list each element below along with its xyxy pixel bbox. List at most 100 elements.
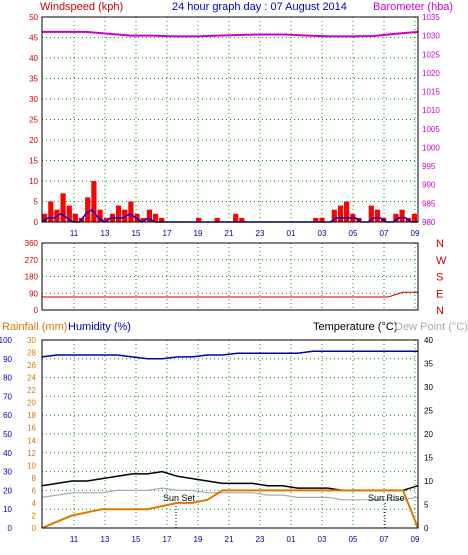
humidity-line: [41, 350, 418, 360]
windspeed-bar: [159, 217, 165, 222]
compass-label: S: [436, 272, 443, 284]
windspeed-bar: [214, 217, 220, 222]
chart-title: 24 hour graph day : 07 August 2014: [172, 1, 347, 13]
x-tick-label: 23: [256, 229, 265, 238]
temperature-axis-title: Temperature (°C): [313, 321, 397, 333]
compass-label: W: [436, 255, 447, 267]
windspeed-tick-label: 50: [29, 13, 38, 22]
rainfall-tick-label: 28: [27, 349, 36, 358]
temperature-line: [41, 470, 419, 492]
x-tick-label: 07: [380, 535, 389, 544]
windspeed-bar: [239, 217, 245, 222]
windspeed-tick-label: 35: [29, 75, 38, 84]
windspeed-tick-label: 30: [29, 95, 38, 104]
windspeed-tick-label: 40: [29, 54, 38, 63]
x-tick-label: 19: [194, 535, 203, 544]
windspeed-bar: [42, 213, 48, 222]
rainfall-tick-label: 20: [27, 399, 36, 408]
direction-tick-label: 90: [29, 289, 38, 298]
barometer-tick-label: 1030: [422, 32, 440, 41]
windspeed-bar: [128, 201, 134, 222]
x-tick-label: 09: [411, 229, 420, 238]
windspeed-bar: [97, 209, 103, 222]
windspeed-tick-label: 15: [29, 157, 38, 166]
barometer-tick-label: 1020: [422, 69, 440, 78]
x-tick-label: 01: [287, 229, 296, 238]
windspeed-bar: [122, 209, 128, 222]
windspeed-bar: [103, 217, 109, 222]
windspeed-tick-label: 0: [34, 218, 39, 227]
rainfall-tick-label: 6: [32, 486, 37, 495]
rainfall-axis-title: Rainfall (mm): [2, 321, 67, 333]
humidity-tick-label: 30: [3, 468, 12, 477]
rainfall-line: [41, 489, 419, 529]
rainfall-tick-label: 8: [32, 474, 37, 483]
barometer-tick-label: 1015: [422, 88, 440, 97]
windspeed-bar: [399, 209, 405, 222]
humidity-tick-label: 50: [3, 430, 12, 439]
wind-direction-line: [42, 291, 418, 298]
x-tick-label: 11: [70, 535, 79, 544]
rainfall-tick-label: 14: [27, 436, 36, 445]
windspeed-bar: [233, 213, 239, 222]
temperature-tick-label: 35: [424, 360, 433, 369]
windspeed-bar: [60, 193, 66, 222]
x-tick-label: 11: [70, 229, 79, 238]
humidity-tick-label: 90: [3, 355, 12, 364]
windspeed-bar: [66, 205, 72, 222]
x-tick-label: 19: [194, 229, 203, 238]
humidity-tick-label: 0: [8, 524, 13, 533]
x-tick-label: 05: [349, 229, 358, 238]
windspeed-bar: [146, 209, 152, 222]
barometer-tick-label: 1005: [422, 125, 440, 134]
x-tick-label: 17: [163, 535, 172, 544]
windspeed-bar: [368, 205, 374, 222]
x-tick-label: 05: [349, 535, 358, 544]
barometer-tick-label: 985: [422, 199, 436, 208]
windspeed-tick-label: 45: [29, 34, 38, 43]
compass-label: N: [436, 238, 444, 250]
direction-tick-label: 0: [34, 306, 39, 315]
windspeed-tick-label: 10: [29, 177, 38, 186]
windspeed-bar: [85, 197, 91, 222]
barometer-tick-label: 1000: [422, 143, 440, 152]
windspeed-bar: [196, 217, 202, 222]
rainfall-tick-label: 12: [27, 449, 36, 458]
rainfall-tick-label: 22: [27, 386, 36, 395]
dewpoint-line: [41, 487, 419, 501]
temperature-tick-label: 0: [424, 524, 429, 533]
x-tick-label: 03: [318, 229, 327, 238]
x-tick-label: 13: [101, 229, 110, 238]
humidity-tick-label: 80: [3, 374, 12, 383]
windspeed-bar: [153, 213, 159, 222]
windspeed-bar: [116, 205, 122, 222]
x-tick-label: 17: [163, 229, 172, 238]
temperature-tick-label: 40: [424, 336, 433, 345]
windspeed-bar: [319, 217, 325, 222]
temperature-tick-label: 5: [424, 501, 429, 510]
temperature-tick-label: 15: [424, 454, 433, 463]
barometer-tick-label: 995: [422, 162, 436, 171]
humidity-tick-label: 60: [3, 411, 12, 420]
humidity-tick-label: 10: [3, 505, 12, 514]
windspeed-bar: [72, 213, 78, 222]
windspeed-axis-title: Windspeed (kph): [40, 1, 123, 13]
barometer-tick-label: 1010: [422, 106, 440, 115]
plot-frame-3: [41, 339, 419, 529]
humidity-tick-label: 70: [3, 392, 12, 401]
windspeed-bar: [48, 201, 54, 222]
rainfall-tick-label: 24: [27, 374, 36, 383]
sunrise-label: Sun Rise: [368, 493, 405, 503]
windspeed-bar: [91, 181, 97, 222]
sunset-label: Sun Set: [163, 493, 196, 503]
rainfall-tick-label: 30: [27, 336, 36, 345]
x-tick-label: 09: [411, 535, 420, 544]
temperature-tick-label: 10: [424, 477, 433, 486]
x-tick-label: 23: [256, 535, 265, 544]
x-tick-label: 15: [132, 229, 141, 238]
direction-tick-label: 270: [25, 256, 39, 265]
humidity-tick-label: 20: [3, 486, 12, 495]
windspeed-bar: [313, 217, 319, 222]
humidity-tick-label: 100: [0, 336, 13, 345]
